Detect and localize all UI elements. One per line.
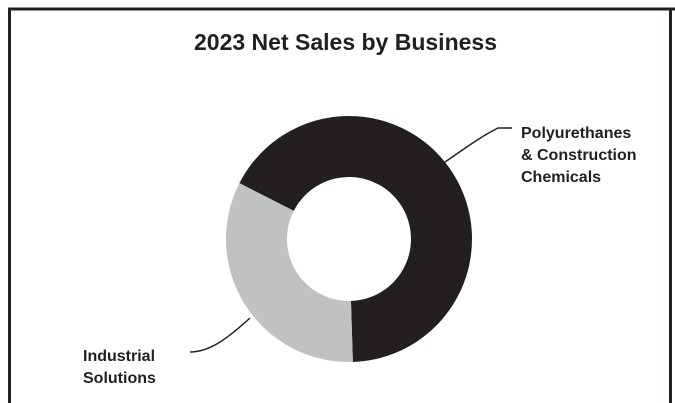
slice-label-polyurethanes: Polyurethanes & Construction Chemicals [521,125,637,186]
leader-line-polyurethanes [444,127,512,163]
donut-chart [226,115,472,362]
leader-line-industrial [189,317,251,353]
slice-label-industrial-solutions: Industrial Solutions [83,348,156,387]
chart-title: 2023 Net Sales by Business [194,29,497,55]
slice-industrial-solutions [226,183,353,362]
slice-polyurethanes-construction-chemicals [239,115,472,362]
